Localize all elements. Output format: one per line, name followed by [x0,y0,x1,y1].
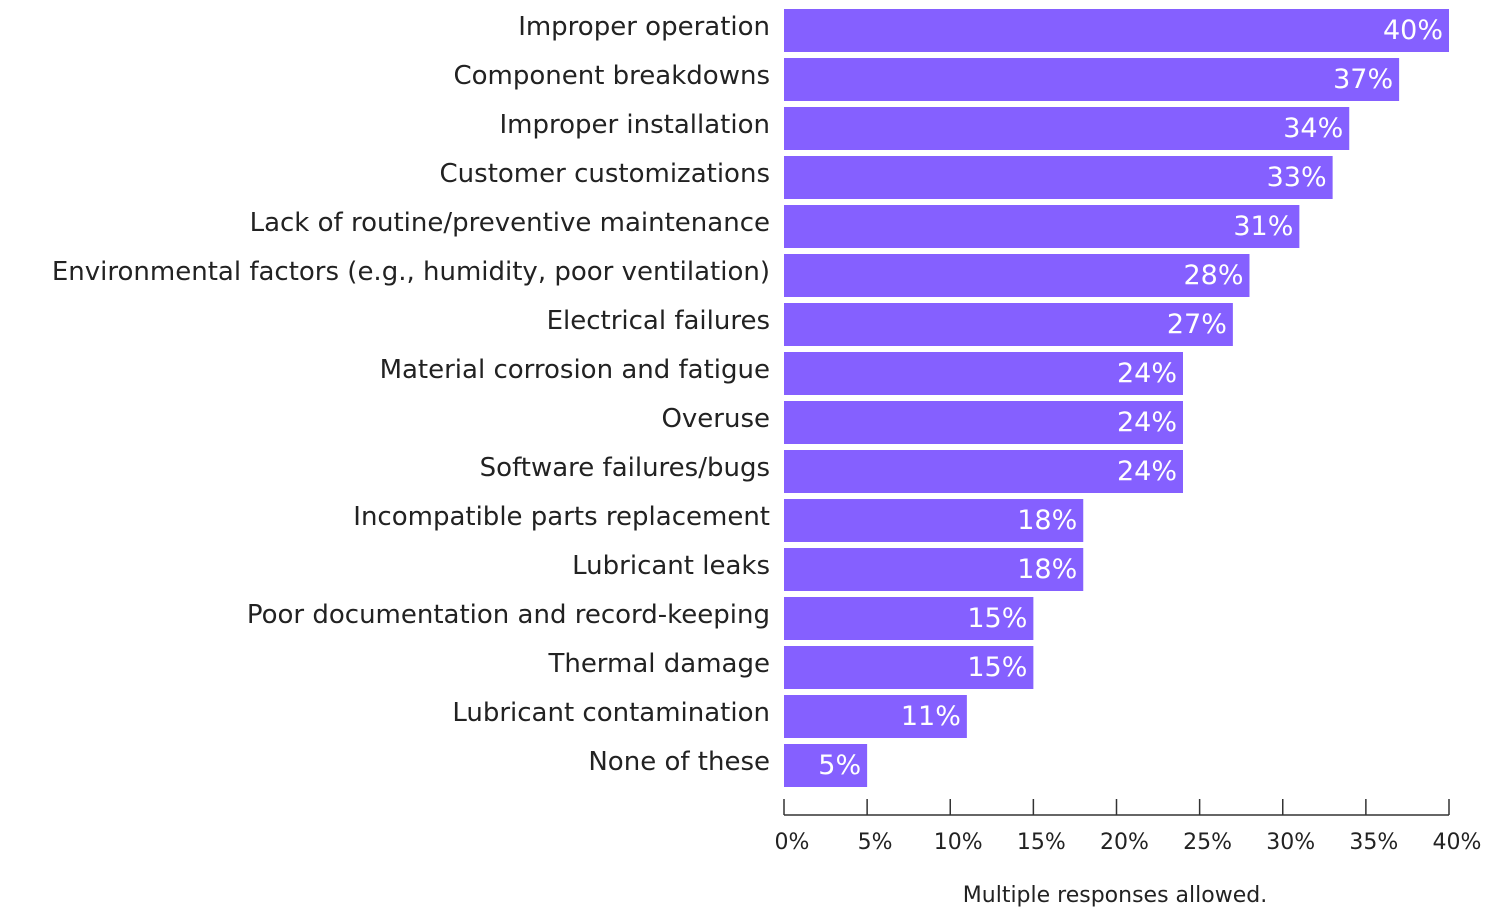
value-label: 28% [1183,260,1243,291]
y-tick-label: Electrical failures [547,306,770,336]
value-label: 33% [1267,162,1327,193]
y-tick-label: Lubricant leaks [572,551,770,581]
bar [784,205,1300,248]
bar [784,401,1183,444]
value-label: 24% [1117,456,1177,487]
bar [784,548,1084,591]
bar [784,107,1350,150]
x-tick-label: 25% [1183,830,1232,855]
value-label: 27% [1167,309,1227,340]
bar [784,499,1084,542]
x-tick-label: 0% [775,830,810,855]
y-tick-label: Thermal damage [547,649,770,679]
y-tick-label: Improper installation [499,110,770,140]
annotation: Multiple responses allowed. [963,883,1267,908]
bar [784,254,1250,297]
y-tick-label: Component breakdowns [453,61,770,91]
value-label: 15% [967,652,1027,683]
y-tick-label: Overuse [661,404,770,434]
y-tick-label: Improper operation [518,12,770,42]
bar [784,450,1183,493]
x-tick-label: 15% [1017,830,1066,855]
value-label: 37% [1333,64,1393,95]
value-label: 5% [818,750,861,781]
bar [784,58,1400,101]
y-tick-label: Environmental factors (e.g., humidity, p… [52,257,770,287]
value-label: 31% [1233,211,1293,242]
bar [784,303,1233,346]
y-tick-label: Material corrosion and fatigue [380,355,770,385]
value-label: 18% [1017,554,1077,585]
x-tick-label: 40% [1433,830,1482,855]
bar [784,352,1183,395]
bar [784,9,1449,52]
y-tick-label: Software failures/bugs [480,453,770,483]
value-label: 24% [1117,407,1177,438]
value-label: 18% [1017,505,1077,536]
x-tick-label: 10% [934,830,983,855]
bar [784,156,1333,199]
x-tick-label: 35% [1349,830,1398,855]
value-label: 11% [901,701,961,732]
x-tick-label: 20% [1100,830,1149,855]
value-label: 15% [967,603,1027,634]
bar [784,744,868,787]
bar [784,597,1034,640]
value-label: 40% [1383,15,1443,46]
y-tick-label: Lack of routine/preventive maintenance [250,208,770,238]
y-tick-label: Poor documentation and record-keeping [247,600,770,630]
value-label: 34% [1283,113,1343,144]
y-tick-label: Customer customizations [440,159,770,189]
bar [784,695,967,738]
bar [784,646,1034,689]
y-tick-label: None of these [588,747,770,777]
y-tick-label: Incompatible parts replacement [353,502,770,532]
value-label: 24% [1117,358,1177,389]
x-tick-label: 30% [1266,830,1315,855]
x-tick-label: 5% [858,830,893,855]
y-tick-label: Lubricant contamination [452,698,770,728]
